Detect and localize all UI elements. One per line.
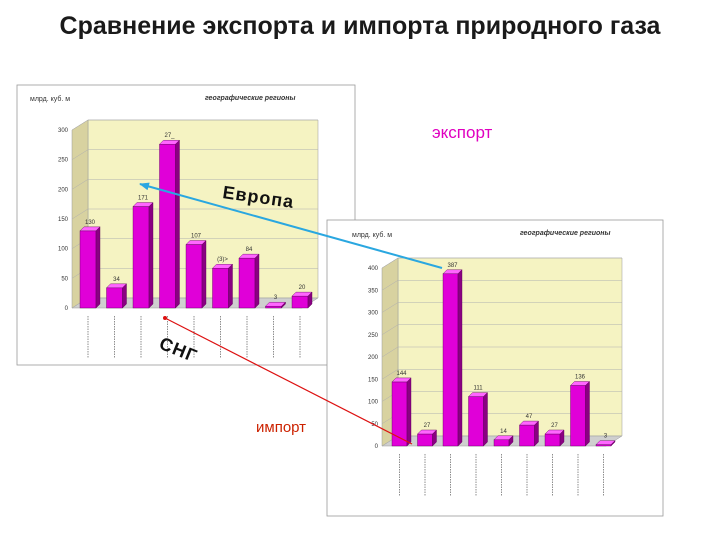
export-value-label: 171 bbox=[138, 196, 149, 202]
import-value-label: 387 bbox=[447, 263, 458, 269]
import-bar-side bbox=[406, 377, 412, 447]
export-ytick-label: 50 bbox=[61, 276, 68, 282]
export-bar bbox=[212, 268, 229, 309]
export-gridline bbox=[71, 179, 318, 190]
import-ytick-label: 100 bbox=[368, 400, 379, 406]
import-ytick-label: 150 bbox=[368, 377, 379, 383]
export-ytick-label: 200 bbox=[58, 187, 69, 193]
import-unit-label: млрд. куб. м bbox=[352, 231, 392, 239]
export-bar bbox=[185, 244, 203, 309]
export-bar bbox=[132, 206, 150, 309]
import-gridline bbox=[381, 369, 622, 380]
export-value-label: 20 bbox=[299, 285, 306, 291]
import-ytick-label: 350 bbox=[368, 288, 379, 294]
export-bar bbox=[238, 257, 256, 309]
import-value-label: 136 bbox=[575, 374, 586, 380]
import-value-label: 47 bbox=[526, 414, 533, 420]
import-gridline bbox=[381, 346, 622, 358]
import-bar-side bbox=[534, 420, 539, 447]
export-value-label: 27_ bbox=[164, 133, 175, 139]
export-unit-label: млрд. куб. м bbox=[30, 95, 70, 103]
europe-arrow bbox=[139, 182, 443, 269]
export-gridline bbox=[71, 208, 318, 220]
import-gridline bbox=[381, 257, 622, 269]
export-bar-side bbox=[254, 253, 260, 309]
import-bar-side bbox=[610, 440, 616, 447]
export-bar-side bbox=[175, 139, 180, 309]
export-gridline bbox=[71, 119, 318, 131]
import-ytick-label: 250 bbox=[368, 333, 379, 339]
import-ytick-label: 400 bbox=[368, 266, 379, 272]
export-chart: млрд. куб. м географические регионы 0 50 100… bbox=[16, 84, 356, 366]
import-bar bbox=[391, 381, 408, 447]
import-annotation: импорт bbox=[256, 419, 306, 436]
import-value-label: 27 bbox=[424, 423, 431, 429]
import-bar bbox=[493, 439, 510, 447]
import-bar bbox=[570, 385, 586, 447]
export-bar-side bbox=[228, 263, 233, 309]
export-gridline bbox=[71, 149, 318, 160]
import-region-title: географические регионы bbox=[520, 230, 610, 237]
export-bar bbox=[79, 230, 97, 309]
export-ytick-label: 100 bbox=[58, 247, 69, 253]
export-bar bbox=[159, 144, 176, 309]
import-bar-side bbox=[559, 429, 565, 447]
import-gridline bbox=[381, 324, 622, 335]
export-bar-side bbox=[201, 240, 207, 309]
export-bar-side bbox=[281, 301, 286, 309]
import-bar bbox=[442, 273, 459, 447]
import-ytick-label: 300 bbox=[368, 311, 379, 317]
export-bar-side bbox=[122, 283, 127, 309]
export-bar-side bbox=[95, 226, 101, 309]
export-value-label: 34 bbox=[113, 277, 120, 283]
slide-title: Сравнение экспорта и импорта природного … bbox=[59, 12, 661, 40]
import-value-label: 144 bbox=[396, 371, 407, 377]
export-bar bbox=[291, 295, 309, 309]
import-ytick-label: 0 bbox=[375, 444, 379, 450]
export-ytick-label: 150 bbox=[58, 217, 69, 223]
import-bar bbox=[417, 433, 433, 447]
export-bar-side bbox=[307, 291, 313, 309]
import-ytick-label: 200 bbox=[368, 355, 379, 361]
import-bar bbox=[519, 424, 535, 447]
import-bar bbox=[595, 444, 612, 447]
import-gridline bbox=[381, 302, 622, 313]
import-value-label: 27 bbox=[551, 423, 558, 429]
export-annotation: экспорт bbox=[432, 123, 493, 142]
export-value-label: 3 bbox=[274, 295, 278, 301]
import-value-label: 111 bbox=[473, 386, 483, 392]
export-ytick-label: 0 bbox=[65, 306, 69, 312]
import-value-label: 14 bbox=[500, 429, 507, 435]
export-bar bbox=[265, 306, 282, 309]
import-bar-side bbox=[585, 380, 590, 447]
export-value-label: 84 bbox=[246, 247, 253, 253]
export-bar-side bbox=[148, 202, 154, 309]
import-bar-side bbox=[508, 435, 514, 447]
export-value-label: (3)> bbox=[217, 257, 228, 263]
export-region-title: географические регионы bbox=[205, 95, 295, 102]
import-bar bbox=[544, 433, 561, 447]
import-bar-side bbox=[432, 429, 437, 447]
export-bar bbox=[106, 287, 123, 309]
import-bar bbox=[468, 396, 484, 447]
import-bar-side bbox=[483, 392, 488, 447]
import-bar-side bbox=[457, 269, 463, 447]
export-ytick-label: 300 bbox=[58, 128, 69, 134]
export-value-label: 130 bbox=[85, 220, 96, 226]
export-value-label: 107 bbox=[191, 234, 202, 240]
import-value-label: 3 bbox=[604, 434, 608, 440]
import-gridline bbox=[381, 280, 622, 291]
export-ytick-label: 250 bbox=[58, 158, 69, 164]
cis-arrow bbox=[164, 317, 413, 445]
